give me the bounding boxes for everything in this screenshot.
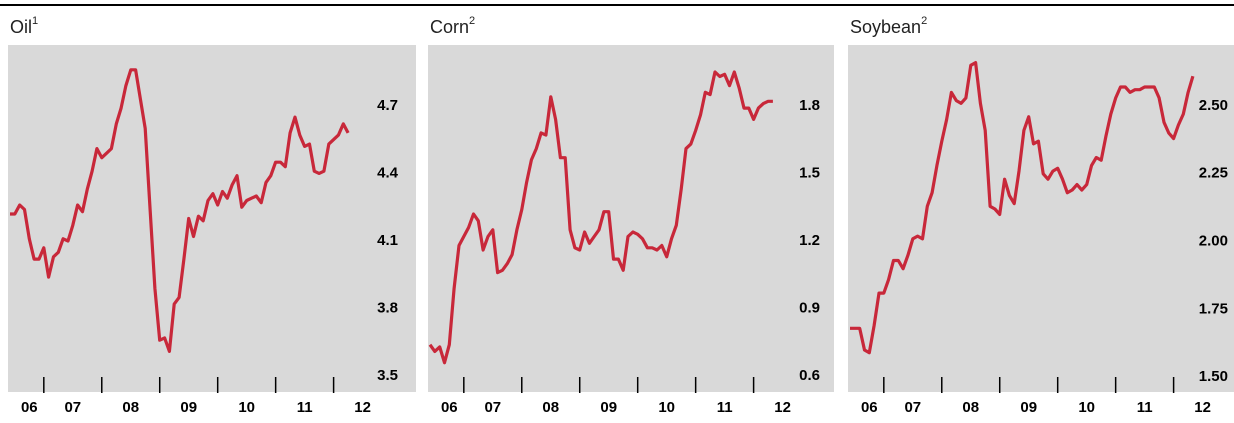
data-line [10, 68, 350, 353]
chart-title: Soybean2 [850, 15, 927, 37]
chart-title: Corn2 [430, 15, 475, 37]
y-tick-label: 1.50 [1199, 368, 1228, 385]
x-tick-label: 10 [238, 399, 255, 416]
data-line [428, 70, 773, 365]
title-text: Oil [10, 17, 32, 37]
y-tick-label: 0.9 [799, 300, 820, 317]
x-tick-label: 06 [441, 399, 458, 416]
x-tick-label: 09 [1020, 399, 1037, 416]
y-tick-label: 2.00 [1199, 233, 1228, 250]
x-tick-label: 09 [180, 399, 197, 416]
x-tick-label: 09 [600, 399, 617, 416]
x-tick-label: 11 [1137, 399, 1153, 416]
y-tick-label: 0.6 [799, 367, 820, 384]
plot-background [8, 45, 416, 392]
y-tick-label: 3.5 [377, 367, 398, 384]
chart-title: Oil1 [10, 15, 38, 37]
y-tick-label: 2.25 [1199, 165, 1228, 182]
x-tick-label: 08 [542, 399, 559, 416]
x-tick-label: 07 [64, 399, 81, 416]
title-superscript: 2 [921, 15, 927, 27]
x-tick-label: 12 [354, 399, 371, 416]
title-text: Soybean [850, 17, 921, 37]
title-superscript: 1 [32, 15, 38, 27]
x-tick-label: 07 [484, 399, 501, 416]
x-tick-label: 11 [297, 399, 313, 416]
y-tick-label: 1.75 [1199, 300, 1228, 317]
x-tick-label: 10 [658, 399, 675, 416]
data-line [850, 61, 1195, 355]
x-tick-label: 06 [861, 399, 878, 416]
x-tick-label: 08 [962, 399, 979, 416]
y-tick-label: 1.2 [799, 232, 820, 249]
y-tick-label: 4.1 [377, 232, 398, 249]
y-tick-label: 4.4 [377, 164, 399, 181]
y-tick-label: 2.50 [1199, 97, 1228, 114]
x-tick-label: 12 [774, 399, 791, 416]
x-tick-label: 08 [122, 399, 139, 416]
y-tick-label: 1.8 [799, 97, 820, 114]
title-text: Corn [430, 17, 469, 37]
x-tick-label: 07 [904, 399, 921, 416]
title-superscript: 2 [469, 15, 475, 27]
y-tick-label: 1.5 [799, 164, 820, 181]
x-tick-label: 11 [717, 399, 733, 416]
x-tick-label: 06 [21, 399, 38, 416]
x-tick-label: 10 [1078, 399, 1095, 416]
plot-background [848, 45, 1234, 392]
plot-background [428, 45, 834, 392]
y-tick-label: 3.8 [377, 300, 398, 317]
x-tick-label: 12 [1194, 399, 1211, 416]
y-tick-label: 4.7 [377, 97, 398, 114]
